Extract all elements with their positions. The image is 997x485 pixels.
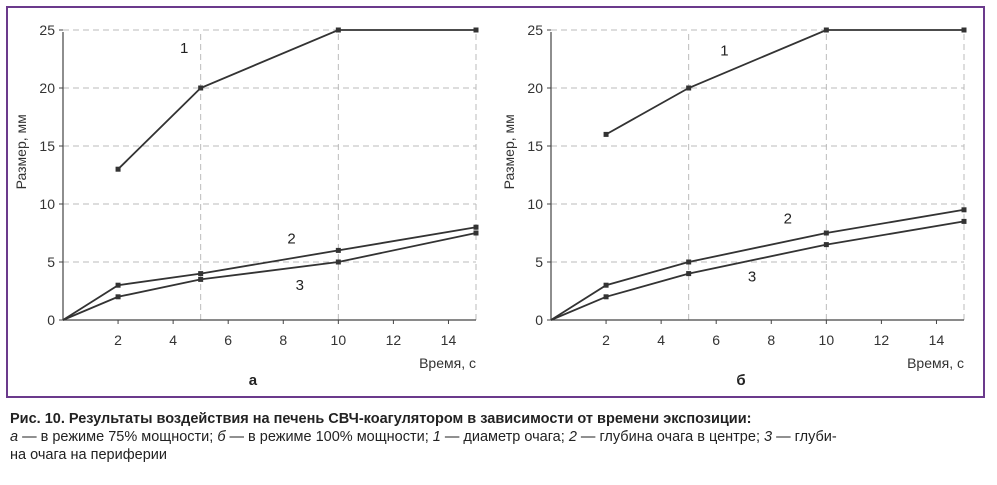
- panel-letter: а: [249, 372, 258, 389]
- data-point-1: [823, 27, 829, 33]
- y-tick-label: 15: [39, 138, 55, 154]
- series-line-1: [605, 29, 964, 136]
- series-line-3: [62, 232, 477, 321]
- x-tick-label: 8: [279, 332, 287, 348]
- caption-legend-line: а — в режиме 75% мощности; б — в режиме …: [10, 428, 988, 446]
- data-point-2: [115, 282, 121, 288]
- data-point-2: [335, 247, 341, 253]
- x-tick-label: 6: [712, 332, 720, 348]
- y-tick-label: 20: [39, 80, 55, 96]
- data-point-2: [961, 207, 967, 213]
- y-tick-label: 0: [47, 312, 55, 328]
- caption-text-a: — в режиме 75% мощности;: [18, 429, 218, 445]
- data-point-3: [198, 276, 204, 282]
- data-point-1: [335, 27, 341, 33]
- x-tick-label: 10: [819, 332, 835, 348]
- series-line-3: [550, 220, 965, 321]
- x-tick-label: 12: [386, 332, 402, 348]
- series-label-1: 1: [720, 43, 728, 60]
- x-tick-label: 4: [169, 332, 177, 348]
- x-tick-label: 10: [331, 332, 347, 348]
- data-point-3: [115, 294, 121, 300]
- x-axis-title: Время, с: [907, 355, 964, 371]
- x-axis-title: Время, с: [419, 355, 476, 371]
- figure-caption: Рис. 10. Результаты воздействия на печен…: [10, 410, 988, 464]
- series-line-2: [550, 208, 965, 321]
- x-tick-label: 2: [114, 332, 122, 348]
- data-point-1: [961, 27, 967, 33]
- data-point-3: [686, 271, 692, 277]
- x-tick-label: 14: [929, 332, 945, 348]
- caption-line-3: на очага на периферии: [10, 447, 167, 463]
- data-point-3: [961, 218, 967, 224]
- caption-text-b: — в режиме 100% мощности;: [225, 429, 433, 445]
- y-tick-label: 0: [535, 312, 543, 328]
- caption-text-2: — глубина очага в центре;: [576, 429, 764, 445]
- panel-letter: б: [736, 372, 745, 389]
- data-point-2: [198, 271, 204, 277]
- x-tick-label: 12: [874, 332, 890, 348]
- y-tick-label: 5: [535, 254, 543, 270]
- caption-part-1: 1: [432, 429, 441, 445]
- y-tick-label: 20: [527, 80, 543, 96]
- data-point-1: [473, 27, 479, 33]
- y-axis-title: Размер, мм: [501, 114, 517, 189]
- y-tick-label: 10: [527, 196, 543, 212]
- y-tick-label: 25: [527, 22, 543, 38]
- caption-text-1: — диаметр очага;: [440, 429, 569, 445]
- x-tick-label: 6: [224, 332, 232, 348]
- data-point-1: [686, 85, 692, 91]
- y-tick-label: 15: [527, 138, 543, 154]
- caption-part-a: а: [10, 429, 19, 445]
- y-tick-label: 10: [39, 196, 55, 212]
- caption-part-2: 2: [568, 429, 577, 445]
- data-point-2: [823, 230, 829, 236]
- caption-part-3: 3: [764, 429, 773, 445]
- data-point-1: [198, 85, 204, 91]
- series-label-2: 2: [287, 230, 295, 247]
- series-label-3: 3: [296, 277, 304, 294]
- series-label-2: 2: [784, 211, 792, 228]
- caption-part-b: б: [217, 429, 226, 445]
- data-point-2: [473, 224, 479, 230]
- data-point-2: [686, 259, 692, 265]
- x-tick-label: 2: [602, 332, 610, 348]
- y-tick-label: 25: [39, 22, 55, 38]
- y-axis-title: Размер, мм: [13, 114, 29, 189]
- series-label-3: 3: [748, 269, 756, 286]
- series-label-1: 1: [180, 40, 188, 57]
- data-point-3: [823, 242, 829, 248]
- caption-title: Рис. 10. Результаты воздействия на печен…: [10, 411, 752, 427]
- data-point-3: [335, 259, 341, 265]
- data-point-1: [115, 166, 121, 172]
- x-tick-label: 4: [657, 332, 665, 348]
- x-tick-label: 8: [767, 332, 775, 348]
- caption-text-3: — глуби-: [772, 429, 837, 445]
- data-point-3: [603, 294, 609, 300]
- data-point-3: [473, 230, 479, 236]
- series-line-1: [117, 29, 476, 170]
- series-line-2: [62, 226, 477, 321]
- y-tick-label: 5: [47, 254, 55, 270]
- data-point-2: [603, 282, 609, 288]
- x-tick-label: 14: [441, 332, 457, 348]
- data-point-1: [603, 131, 609, 137]
